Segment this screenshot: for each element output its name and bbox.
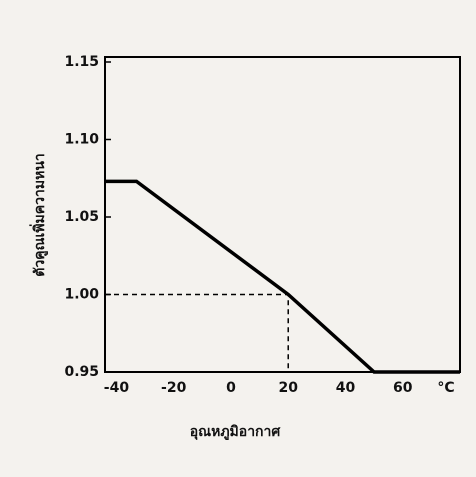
y-tick-label: 1.05 (64, 209, 99, 225)
x-unit: °C (437, 380, 454, 396)
y-axis-label: ตัวคูณเพิ่มความหนา (29, 153, 48, 277)
x-tick-label: 40 (336, 380, 356, 396)
y-tick-label: 1.00 (64, 287, 99, 303)
x-tick-label: 20 (278, 380, 298, 396)
x-tick-label: -40 (104, 380, 130, 396)
x-tick-label: 0 (226, 380, 236, 396)
y-tick-label: 1.10 (64, 132, 99, 148)
background (0, 0, 476, 477)
x-tick-label: -20 (161, 380, 187, 396)
y-tick-label: 1.15 (64, 54, 99, 70)
y-tick-label: 0.95 (64, 364, 99, 380)
chart: อุณหภูมิอากาศ ตัวคูณเพิ่มความหนา 0.95 1.0… (0, 0, 476, 477)
x-tick-label: 60 (393, 380, 413, 396)
x-axis-label: อุณหภูมิอากาศ (190, 424, 282, 440)
